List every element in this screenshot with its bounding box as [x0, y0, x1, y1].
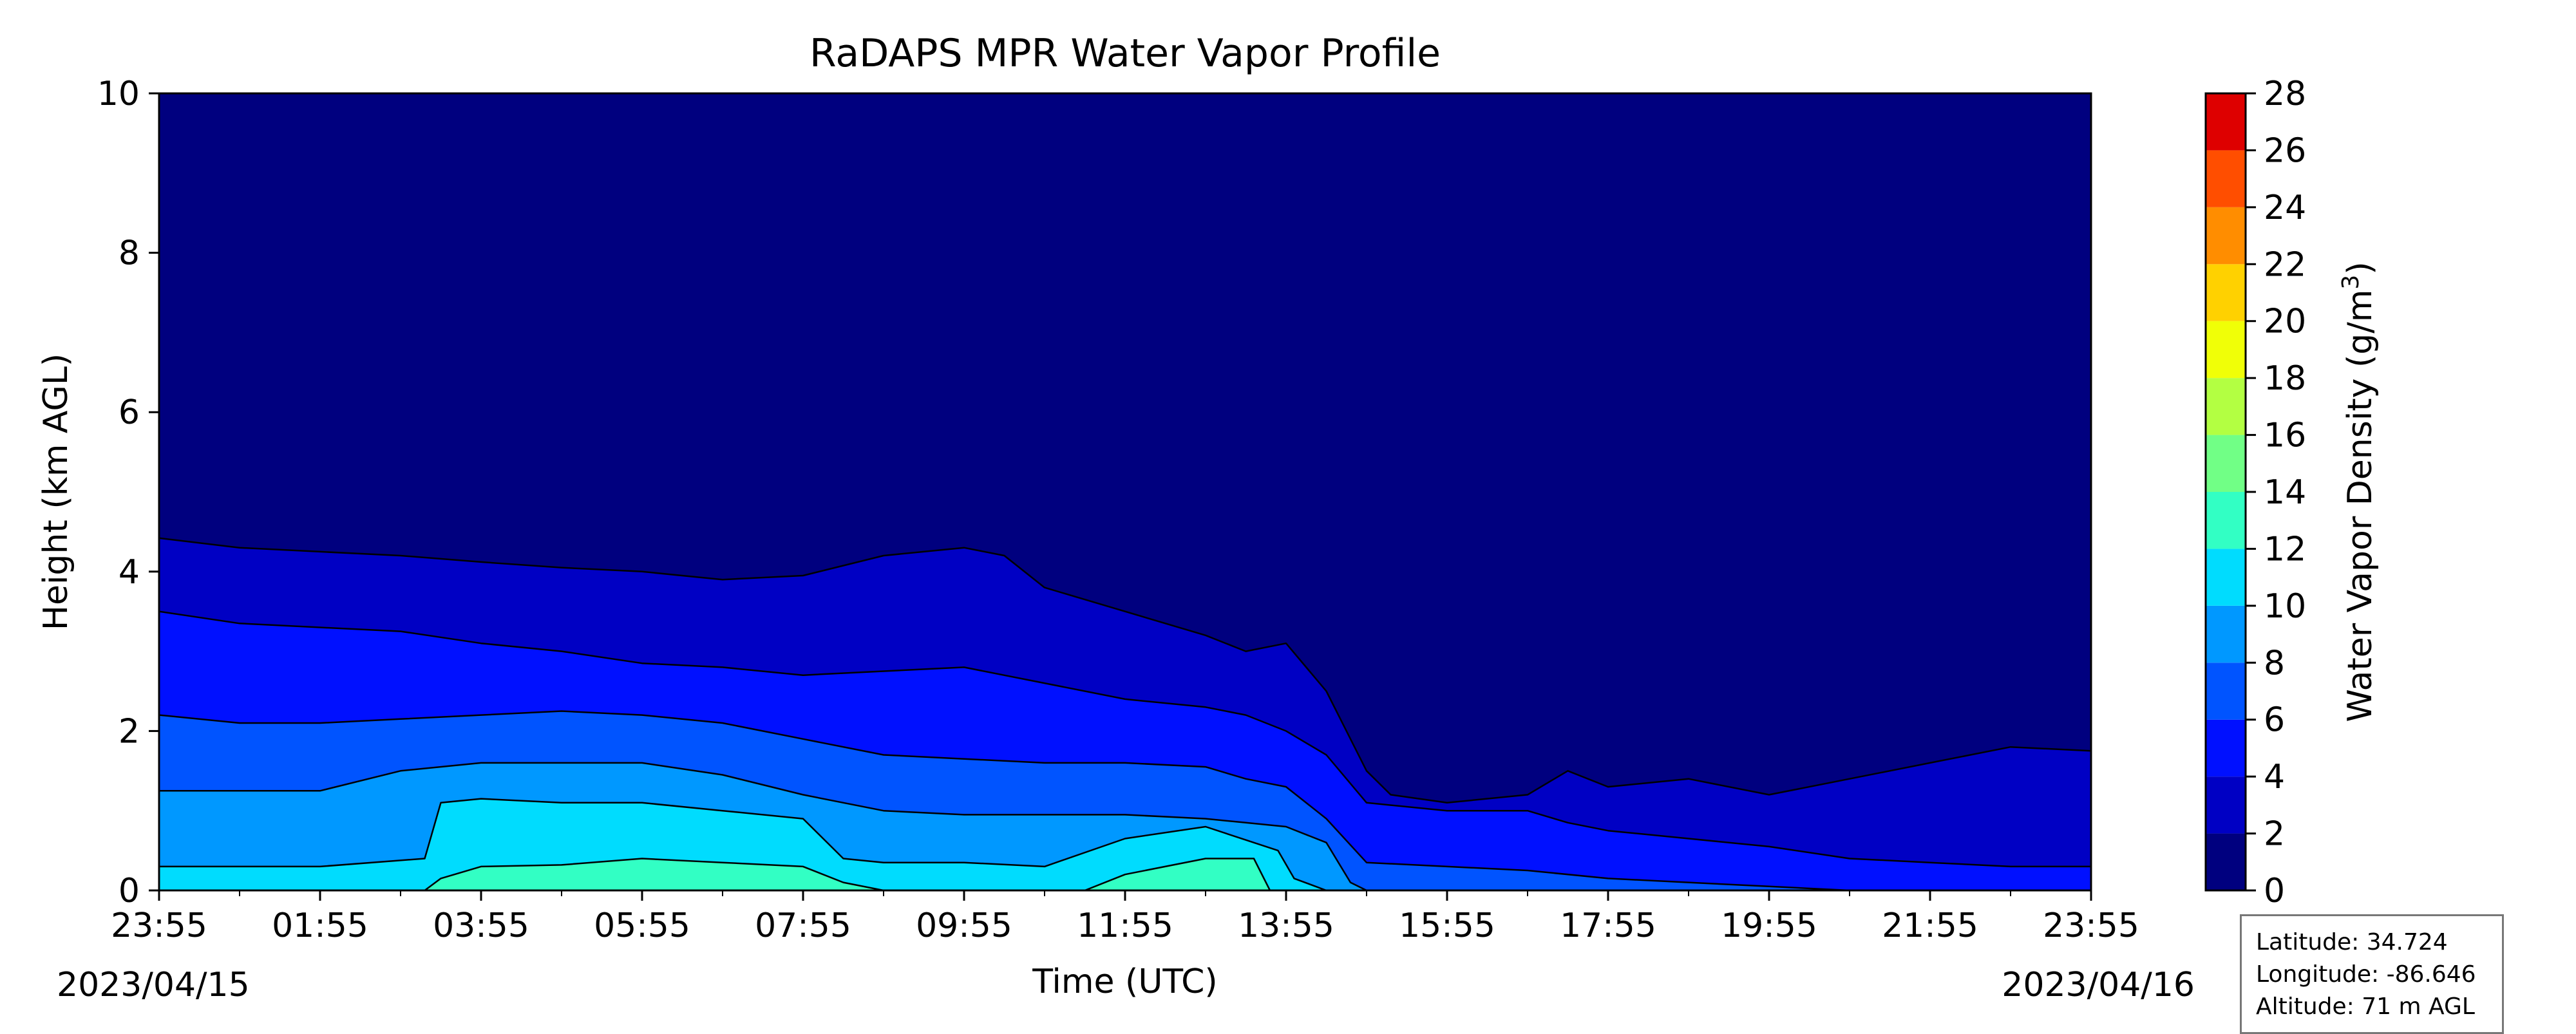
colorbar-tick-label: 28 — [2264, 75, 2306, 113]
y-axis-label: Height (km AGL) — [37, 353, 75, 630]
chart-title: RaDAPS MPR Water Vapor Profile — [810, 31, 1441, 76]
colorbar-tick-label: 20 — [2264, 303, 2306, 341]
colorbar-swatch — [2206, 150, 2246, 207]
x-tick-label: 09:55 — [916, 907, 1012, 945]
y-axis: 0 2 4 6 8 10 — [97, 75, 159, 910]
x-tick-label: 23:55 — [2043, 907, 2139, 945]
colorbar-tick-label: 4 — [2264, 758, 2285, 796]
colorbar-tick-label: 24 — [2264, 189, 2306, 227]
longitude-text: Longitude: -86.646 — [2256, 961, 2476, 988]
colorbar-tick-label: 2 — [2264, 815, 2285, 854]
colorbar-swatch — [2206, 435, 2246, 492]
x-tick-label: 01:55 — [272, 907, 368, 945]
x-tick-label: 13:55 — [1238, 907, 1334, 945]
colorbar-tick-label: 6 — [2264, 701, 2285, 740]
colorbar-tick-label: 26 — [2264, 131, 2306, 170]
x-tick-label: 11:55 — [1077, 907, 1173, 945]
colorbar-swatch — [2206, 93, 2246, 151]
colorbar-swatch — [2206, 492, 2246, 549]
colorbar-tick-label: 12 — [2264, 530, 2306, 569]
colorbar-swatch — [2206, 776, 2246, 834]
x-tick-label: 05:55 — [594, 907, 690, 945]
x-tick-label: 23:55 — [111, 907, 207, 945]
colorbar-swatch — [2206, 207, 2246, 265]
y-tick-label: 8 — [118, 234, 140, 273]
colorbar-swatch — [2206, 321, 2246, 379]
colorbar-label: Water Vapor Density (g/m3) — [2338, 261, 2380, 722]
x-axis: 23:55 01:55 03:55 05:55 07:55 09:55 11:55 13:55… — [111, 890, 2139, 945]
altitude-text: Altitude: 71 m AGL — [2256, 993, 2475, 1020]
x-tick-label: 19:55 — [1721, 907, 1817, 945]
x-axis-label: Time (UTC) — [1032, 963, 1217, 1001]
colorbar-tick-label: 0 — [2264, 872, 2285, 910]
colorbar-swatch — [2206, 833, 2246, 890]
colorbar-tick-label: 18 — [2264, 359, 2306, 398]
colorbar-swatch — [2206, 719, 2246, 777]
x-tick-label: 15:55 — [1399, 907, 1495, 945]
end-date-label: 2023/04/16 — [2002, 966, 2195, 1004]
x-tick-label: 21:55 — [1882, 907, 1978, 945]
colorbar-tick-label: 22 — [2264, 245, 2306, 284]
colorbar-swatch — [2206, 605, 2246, 663]
latitude-text: Latitude: 34.724 — [2256, 929, 2448, 955]
location-info-box: Latitude: 34.724 Longitude: -86.646 Alti… — [2240, 914, 2504, 1034]
colorbar-tick-label: 10 — [2264, 587, 2306, 626]
contour-band-12-14 — [159, 858, 2091, 890]
y-tick-label: 6 — [118, 393, 140, 432]
start-date-label: 2023/04/15 — [57, 966, 250, 1004]
colorbar-tick-label: 16 — [2264, 417, 2306, 455]
x-tick-label: 17:55 — [1560, 907, 1656, 945]
colorbar-swatch — [2206, 663, 2246, 720]
colorbar-tick-label: 8 — [2264, 644, 2285, 682]
colorbar-swatch — [2206, 378, 2246, 435]
x-tick-label: 03:55 — [433, 907, 529, 945]
colorbar-swatch — [2206, 264, 2246, 321]
y-tick-label: 2 — [118, 712, 140, 751]
y-tick-label: 4 — [118, 553, 140, 592]
y-tick-label: 10 — [97, 75, 140, 113]
x-tick-label: 07:55 — [755, 907, 851, 945]
y-tick-label: 0 — [118, 872, 140, 910]
colorbar-swatch — [2206, 549, 2246, 606]
colorbar-tick-label: 14 — [2264, 473, 2306, 512]
